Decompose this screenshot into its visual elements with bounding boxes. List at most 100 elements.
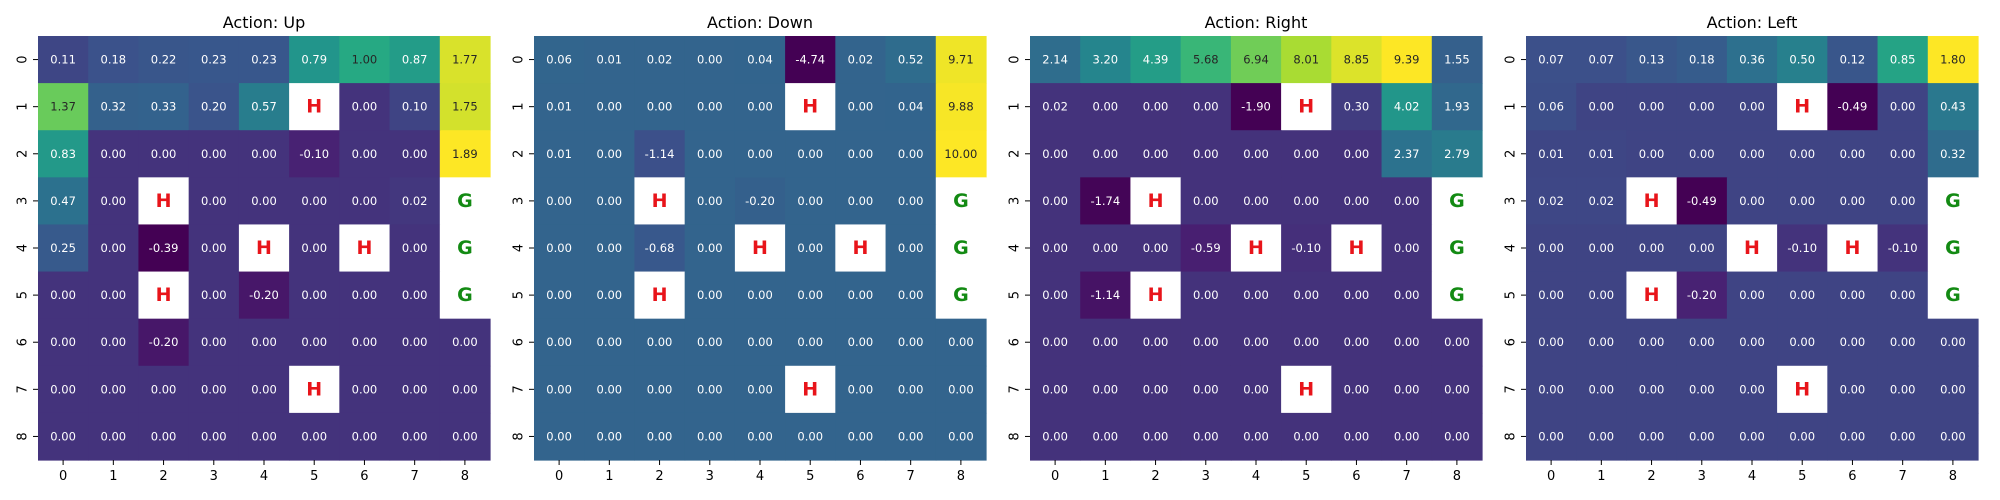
cell-value-label: -0.20 <box>249 288 279 302</box>
cell-value-label: -0.10 <box>1888 241 1918 255</box>
cell-value-label: 0.00 <box>251 429 277 443</box>
heatmap-cell <box>1526 318 1577 367</box>
cell-value-label: 0.87 <box>402 53 428 67</box>
heatmap-cell <box>835 36 887 84</box>
y-tick-label: 0 <box>16 55 31 63</box>
cell-value-label: 3.20 <box>1093 53 1119 67</box>
heatmap-cell <box>1381 412 1433 461</box>
cell-value-label: 1.55 <box>1444 53 1470 67</box>
heatmap-cell <box>138 318 190 367</box>
heatmap-cell <box>1777 224 1828 273</box>
cell-value-label: 0.00 <box>1444 429 1470 443</box>
heatmap-cell <box>389 177 441 226</box>
cell-value-label: 0.00 <box>301 241 327 255</box>
cell-value-label: 0.00 <box>1143 429 1169 443</box>
cell-value-label: -0.20 <box>1687 288 1717 302</box>
cell-value-label: 0.00 <box>50 288 76 302</box>
cell-value-label: 1.89 <box>452 147 478 161</box>
heatmap-cell <box>339 36 391 84</box>
cell-value-label: 0.00 <box>747 288 773 302</box>
heatmap-cell <box>684 318 736 367</box>
heatmap-cell <box>389 365 441 414</box>
cell-value-label: 0.00 <box>898 194 924 208</box>
cell-value-label: 0.00 <box>1093 241 1119 255</box>
heatmap-cell <box>1080 83 1132 131</box>
cell-value-label: 0.00 <box>201 288 227 302</box>
cell-value-label: 0.00 <box>1689 241 1715 255</box>
heatmap-cell <box>1526 271 1577 320</box>
heatmap-cell <box>138 83 190 131</box>
cell-value-label: -4.74 <box>795 53 825 67</box>
heatmap-cell <box>1576 271 1628 320</box>
heatmap-cell <box>138 224 190 273</box>
heatmap-cell <box>1431 318 1483 367</box>
cell-value-label: 0.00 <box>1589 288 1615 302</box>
cell-value-label: 0.00 <box>948 429 974 443</box>
cell-value-label: 0.00 <box>1143 147 1169 161</box>
cell-value-label: 5.68 <box>1193 53 1219 67</box>
hole-marker: H <box>1298 96 1314 118</box>
heatmap-cell <box>1576 130 1628 178</box>
heatmap-cell <box>389 83 441 131</box>
heatmap-cell <box>1381 318 1433 367</box>
cell-value-label: 1.75 <box>452 100 478 114</box>
cell-value-label: 0.00 <box>1589 429 1615 443</box>
cell-value-label: 0.00 <box>546 288 572 302</box>
heatmap-cell <box>138 365 190 414</box>
heatmap-cell <box>389 318 441 367</box>
cell-value-label: 0.00 <box>747 100 773 114</box>
cell-value-label: 0.02 <box>848 53 874 67</box>
heatmap-cell <box>38 130 89 178</box>
heatmap-cell <box>1281 224 1332 273</box>
heatmap-cell <box>1331 318 1383 367</box>
heatmap-cell <box>1777 36 1828 84</box>
heatmap-cell <box>1381 130 1433 178</box>
cell-value-label: 0.00 <box>1293 288 1319 302</box>
cell-value-label: 0.00 <box>251 147 277 161</box>
panel-title: Action: Up <box>223 13 305 32</box>
cell-value-label: -1.14 <box>1090 288 1120 302</box>
y-tick-label: 6 <box>16 338 31 346</box>
cell-value-label: -0.20 <box>149 335 179 349</box>
cell-value-label: 0.10 <box>402 100 428 114</box>
cell-value-label: 0.00 <box>1293 147 1319 161</box>
cell-value-label: 0.00 <box>697 288 723 302</box>
heatmap-cell <box>1626 177 1678 226</box>
x-tick-label: 8 <box>1949 469 1957 484</box>
cell-value-label: 0.00 <box>597 194 623 208</box>
heatmap-cell <box>835 412 887 461</box>
heatmap-cell <box>835 83 887 131</box>
heatmap-cell <box>1626 318 1678 367</box>
heatmap-cell <box>188 36 240 84</box>
heatmap-cell <box>339 177 391 226</box>
heatmap-cell <box>935 224 987 273</box>
heatmap-cell <box>1080 271 1132 320</box>
cell-value-label: 0.00 <box>797 147 823 161</box>
cell-value-label: 0.00 <box>301 335 327 349</box>
goal-marker: G <box>1449 284 1465 306</box>
heatmap-cell <box>1130 412 1182 461</box>
cell-value-label: 0.00 <box>1639 429 1665 443</box>
x-tick-label: 6 <box>1352 469 1360 484</box>
cell-value-label: 0.01 <box>546 147 572 161</box>
heatmap-cell <box>885 177 937 226</box>
heatmap-cell <box>785 36 836 84</box>
cell-value-label: 0.00 <box>747 147 773 161</box>
heatmap-cell <box>584 83 636 131</box>
cell-value-label: -0.39 <box>149 241 179 255</box>
x-tick-label: 4 <box>260 469 268 484</box>
hole-marker: H <box>802 378 818 400</box>
heatmap-cell <box>1877 318 1929 367</box>
cell-value-label: 0.02 <box>1538 194 1564 208</box>
cell-value-label: 0.47 <box>50 194 76 208</box>
heatmap-panel-2: Action: Down 0.06 0.01 0.02 0.00 0.04 -4.74 0.0… <box>512 13 987 484</box>
cell-value-label: 0.00 <box>1042 288 1068 302</box>
heatmap-cell <box>1381 177 1433 226</box>
y-tick-label: 1 <box>1008 103 1023 111</box>
heatmap-cell <box>1626 365 1678 414</box>
y-tick-label: 4 <box>1008 244 1023 252</box>
panel-title: Action: Right <box>1205 13 1308 32</box>
x-tick-label: 6 <box>1848 469 1856 484</box>
panel-title: Action: Left <box>1707 13 1798 32</box>
cell-value-label: 0.00 <box>452 382 478 396</box>
